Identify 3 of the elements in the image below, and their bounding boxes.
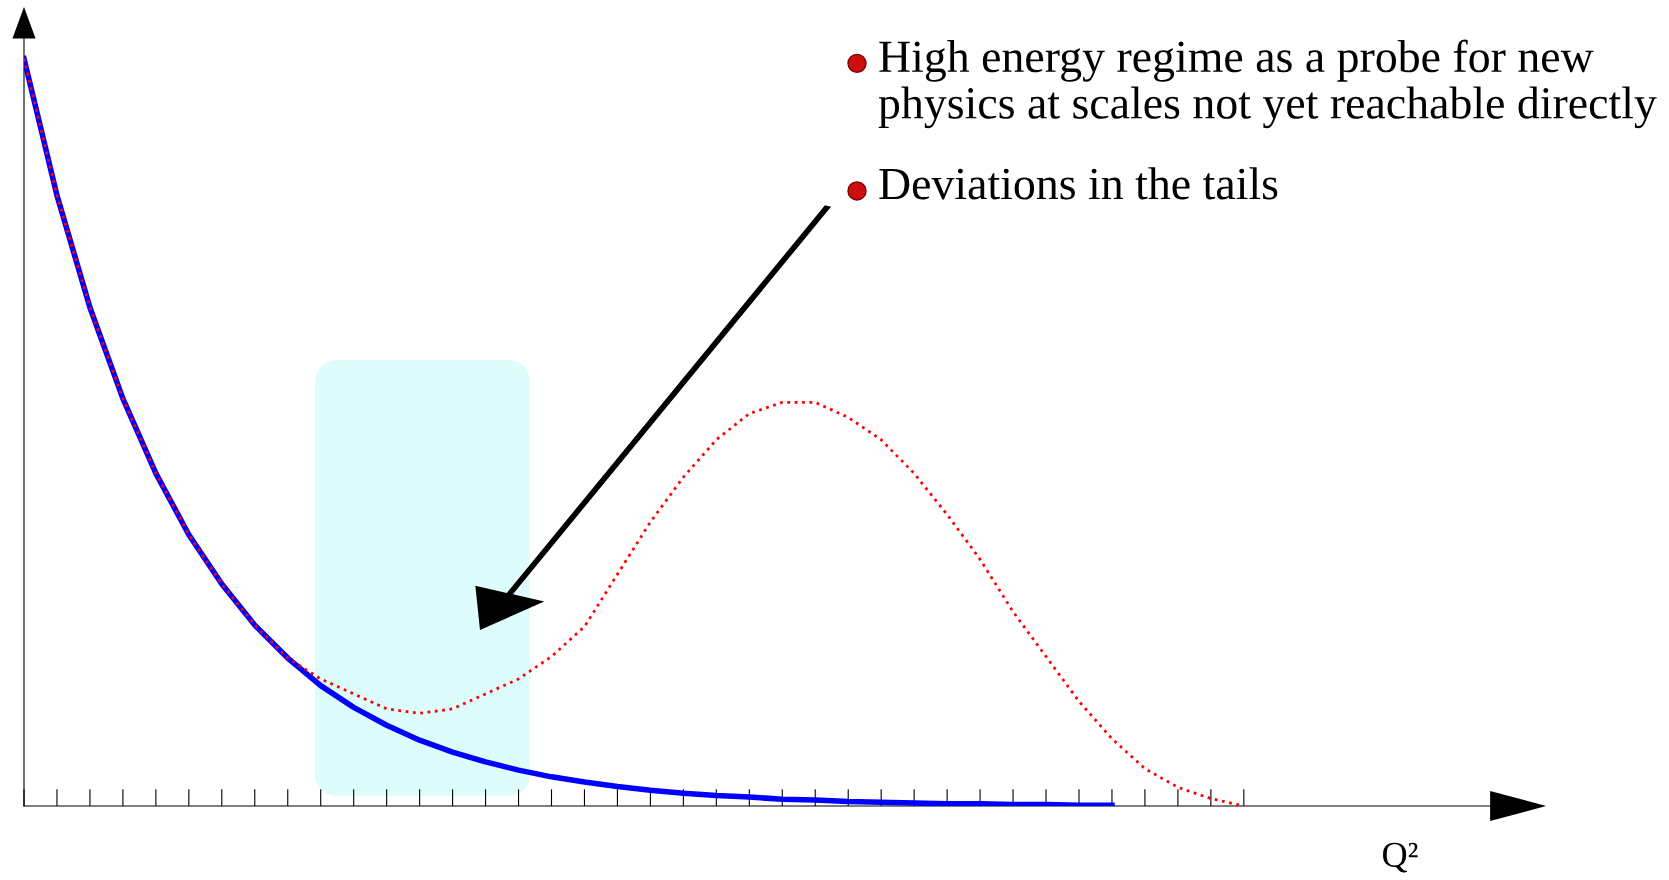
- x-axis-title: Q²: [1383, 842, 1418, 873]
- annotation: Deviations in the tails: [879, 167, 1278, 200]
- annotation: High energy regime as a probe for new physics at scales not yet reachable directly: [878, 39, 1657, 129]
